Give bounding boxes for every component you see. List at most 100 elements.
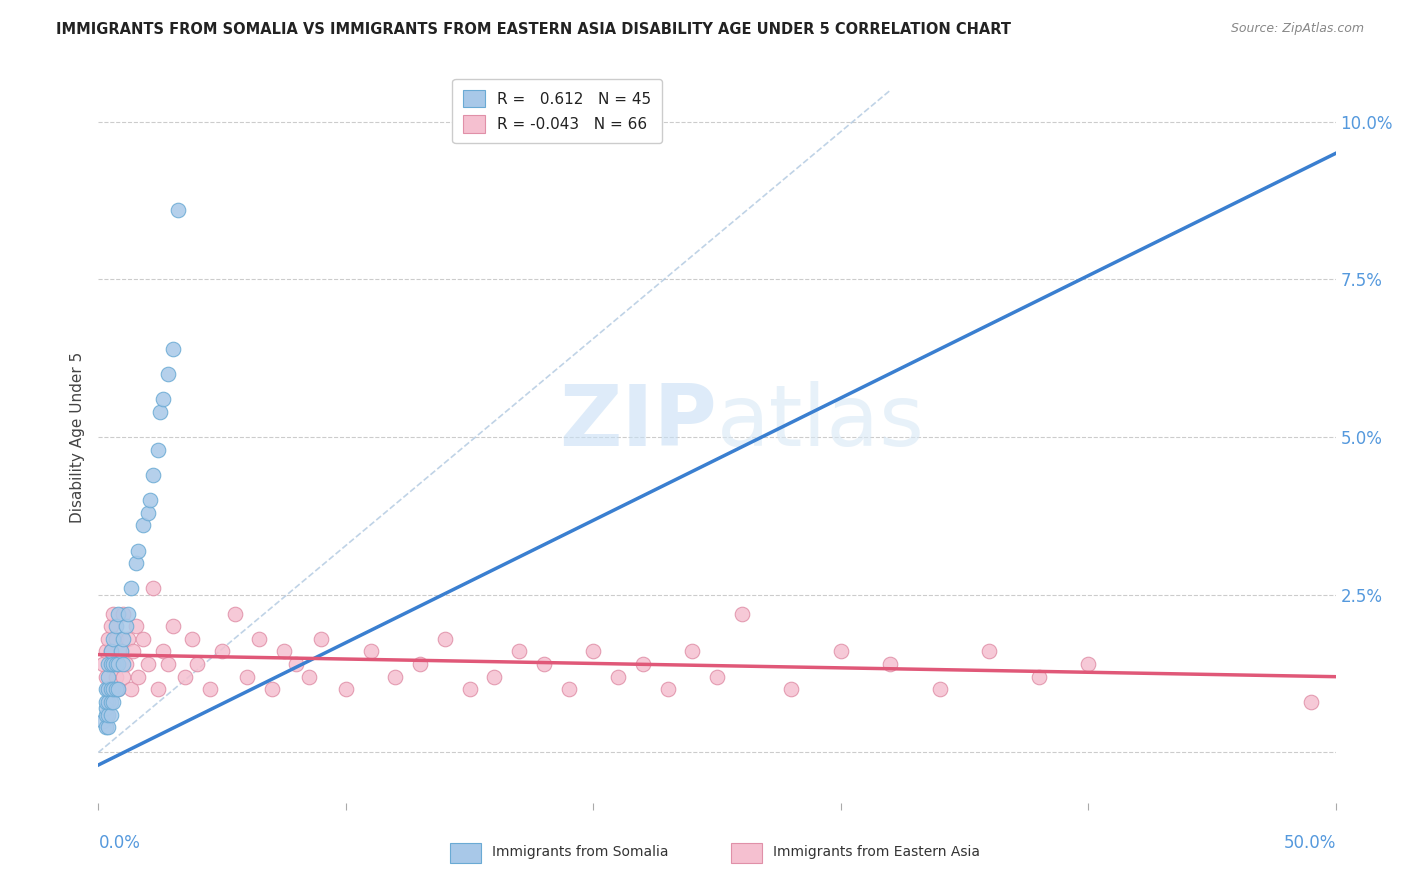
Point bbox=[103, 607, 125, 621]
Point bbox=[166, 203, 188, 218]
Point bbox=[94, 695, 117, 709]
Point bbox=[156, 367, 179, 381]
Point bbox=[97, 657, 120, 671]
Text: atlas: atlas bbox=[717, 381, 925, 464]
Point bbox=[100, 657, 122, 671]
Point bbox=[93, 714, 115, 728]
Point bbox=[97, 682, 120, 697]
Point bbox=[706, 670, 728, 684]
Text: IMMIGRANTS FROM SOMALIA VS IMMIGRANTS FROM EASTERN ASIA DISABILITY AGE UNDER 5 C: IMMIGRANTS FROM SOMALIA VS IMMIGRANTS FR… bbox=[56, 22, 1011, 37]
Point bbox=[162, 342, 184, 356]
Point bbox=[879, 657, 901, 671]
Point bbox=[236, 670, 259, 684]
Point bbox=[112, 632, 135, 646]
Point bbox=[110, 644, 132, 658]
Point bbox=[104, 619, 127, 633]
Point bbox=[508, 644, 530, 658]
Y-axis label: Disability Age Under 5: Disability Age Under 5 bbox=[70, 351, 86, 523]
Point bbox=[181, 632, 204, 646]
Point bbox=[458, 682, 481, 697]
Point bbox=[1299, 695, 1322, 709]
Point bbox=[97, 670, 120, 684]
Point bbox=[136, 506, 159, 520]
Point bbox=[224, 607, 246, 621]
Point bbox=[162, 619, 184, 633]
Point bbox=[211, 644, 233, 658]
Point bbox=[94, 701, 117, 715]
Point bbox=[285, 657, 308, 671]
Point bbox=[103, 657, 125, 671]
Point bbox=[136, 657, 159, 671]
Point bbox=[247, 632, 270, 646]
Point bbox=[409, 657, 432, 671]
Point bbox=[114, 657, 136, 671]
Point bbox=[309, 632, 332, 646]
Point bbox=[607, 670, 630, 684]
Point bbox=[557, 682, 579, 697]
Point bbox=[94, 670, 117, 684]
Point bbox=[142, 467, 165, 482]
Point bbox=[94, 720, 117, 734]
Point bbox=[122, 644, 145, 658]
Point bbox=[152, 644, 174, 658]
Point bbox=[103, 657, 125, 671]
Point bbox=[97, 695, 120, 709]
Point bbox=[533, 657, 555, 671]
Point bbox=[260, 682, 283, 697]
Point bbox=[104, 657, 127, 671]
Point bbox=[139, 493, 162, 508]
Point bbox=[100, 695, 122, 709]
Point bbox=[186, 657, 208, 671]
Point bbox=[107, 607, 129, 621]
Point bbox=[132, 632, 155, 646]
Point bbox=[335, 682, 357, 697]
Point bbox=[117, 607, 139, 621]
Legend: R =   0.612   N = 45, R = -0.043   N = 66: R = 0.612 N = 45, R = -0.043 N = 66 bbox=[453, 79, 662, 144]
Point bbox=[100, 682, 122, 697]
Point bbox=[112, 607, 135, 621]
Point bbox=[830, 644, 852, 658]
Point bbox=[152, 392, 174, 407]
Point bbox=[124, 556, 146, 570]
Point bbox=[100, 644, 122, 658]
Point bbox=[97, 720, 120, 734]
Text: ZIP: ZIP bbox=[560, 381, 717, 464]
Point bbox=[97, 707, 120, 722]
Point bbox=[979, 644, 1001, 658]
Text: Source: ZipAtlas.com: Source: ZipAtlas.com bbox=[1230, 22, 1364, 36]
Point bbox=[149, 405, 172, 419]
Text: Immigrants from Somalia: Immigrants from Somalia bbox=[492, 845, 669, 859]
Point bbox=[112, 657, 135, 671]
Point bbox=[433, 632, 456, 646]
Point bbox=[731, 607, 754, 621]
Point bbox=[657, 682, 679, 697]
Point bbox=[103, 682, 125, 697]
Point bbox=[100, 644, 122, 658]
Point bbox=[124, 619, 146, 633]
Point bbox=[631, 657, 654, 671]
Point bbox=[94, 682, 117, 697]
Point bbox=[100, 707, 122, 722]
Point bbox=[132, 518, 155, 533]
Point bbox=[928, 682, 950, 697]
Point bbox=[298, 670, 321, 684]
Point bbox=[94, 707, 117, 722]
Point bbox=[127, 543, 149, 558]
Point bbox=[360, 644, 382, 658]
Point bbox=[146, 682, 169, 697]
Point bbox=[681, 644, 703, 658]
Point bbox=[100, 619, 122, 633]
Point bbox=[156, 657, 179, 671]
Point bbox=[97, 632, 120, 646]
Point bbox=[103, 695, 125, 709]
Point bbox=[120, 682, 142, 697]
Point bbox=[104, 682, 127, 697]
Point bbox=[107, 682, 129, 697]
Point bbox=[384, 670, 406, 684]
Point bbox=[1028, 670, 1050, 684]
Point bbox=[97, 682, 120, 697]
Point bbox=[273, 644, 295, 658]
Point bbox=[94, 644, 117, 658]
Point bbox=[104, 670, 127, 684]
Point bbox=[107, 682, 129, 697]
